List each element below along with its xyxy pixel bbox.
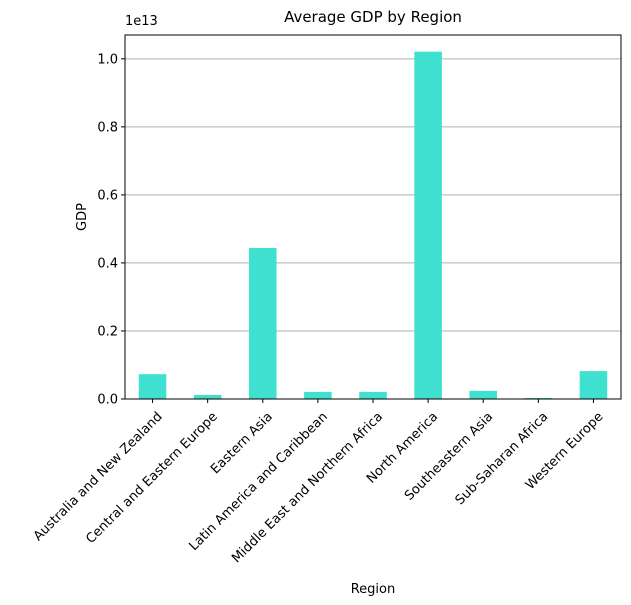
y-tick-label: 0.4	[97, 256, 118, 271]
y-tick-label: 0.0	[97, 393, 118, 408]
bar	[414, 51, 442, 399]
bar	[138, 374, 167, 399]
bar	[524, 397, 553, 399]
y-tick-label: 0.8	[97, 120, 118, 135]
bar	[193, 394, 222, 399]
y-tick-label: 1.0	[97, 52, 118, 67]
bars	[138, 51, 608, 399]
chart-title: Average GDP by Region	[284, 8, 462, 26]
bar	[249, 247, 277, 399]
bar	[359, 391, 387, 399]
y-axis-offset-label: 1e13	[125, 14, 158, 29]
bar	[304, 391, 332, 399]
y-tick-label: 0.2	[97, 324, 118, 339]
bar	[579, 371, 608, 399]
x-axis-title: Region	[351, 582, 396, 597]
bar	[469, 390, 497, 399]
y-axis-title: GDP	[75, 203, 90, 231]
y-tick-label: 0.6	[97, 188, 118, 203]
y-axis-ticks: 0.0 0.2 0.4 0.6 0.8 1.0	[97, 52, 125, 408]
